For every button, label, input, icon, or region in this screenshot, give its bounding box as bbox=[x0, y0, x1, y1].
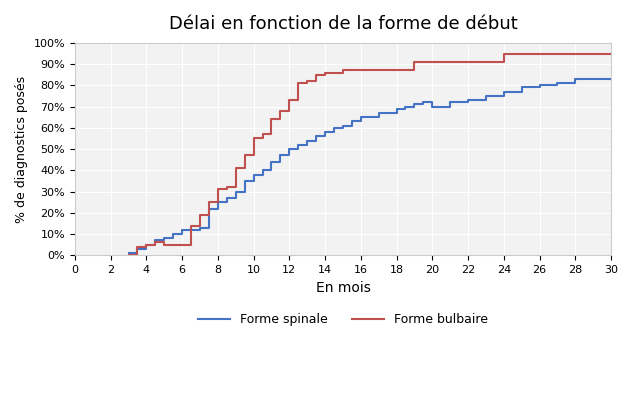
Forme bulbaire bbox=[160, 242, 168, 247]
Forme bulbaire bbox=[277, 109, 284, 113]
Forme spinale bbox=[151, 238, 159, 243]
Forme bulbaire bbox=[170, 242, 177, 247]
Forme bulbaire bbox=[223, 185, 230, 190]
Forme spinale bbox=[125, 251, 132, 255]
Forme spinale bbox=[259, 168, 266, 173]
Forme spinale bbox=[402, 104, 410, 109]
Forme bulbaire bbox=[250, 136, 258, 141]
Forme spinale bbox=[572, 77, 579, 81]
Forme spinale bbox=[322, 130, 329, 134]
Forme spinale bbox=[250, 172, 258, 177]
Forme spinale bbox=[277, 153, 284, 158]
Forme spinale bbox=[375, 111, 382, 115]
Forme spinale bbox=[179, 227, 186, 232]
Forme bulbaire bbox=[214, 187, 222, 192]
Forme spinale bbox=[518, 85, 525, 90]
Forme spinale bbox=[134, 247, 141, 251]
Forme bulbaire bbox=[607, 51, 615, 56]
Forme bulbaire bbox=[179, 242, 186, 247]
Forme spinale bbox=[285, 147, 293, 152]
Forme bulbaire bbox=[259, 132, 266, 136]
Forme spinale bbox=[500, 89, 508, 94]
Forme spinale bbox=[411, 102, 418, 107]
Title: Délai en fonction de la forme de début: Délai en fonction de la forme de début bbox=[168, 15, 517, 33]
Forme bulbaire bbox=[500, 51, 508, 56]
Line: Forme bulbaire: Forme bulbaire bbox=[128, 53, 611, 255]
X-axis label: En mois: En mois bbox=[315, 280, 370, 294]
Forme bulbaire bbox=[241, 153, 249, 158]
Forme spinale bbox=[554, 81, 561, 86]
Forme spinale bbox=[420, 100, 427, 105]
Forme bulbaire bbox=[196, 213, 204, 217]
Forme spinale bbox=[223, 196, 230, 200]
Forme bulbaire bbox=[330, 70, 338, 75]
Forme bulbaire bbox=[572, 51, 579, 56]
Forme bulbaire bbox=[205, 200, 213, 205]
Forme bulbaire bbox=[187, 223, 195, 228]
Forme bulbaire bbox=[322, 70, 329, 75]
Forme spinale bbox=[357, 115, 365, 120]
Forme bulbaire bbox=[411, 59, 418, 64]
Forme spinale bbox=[187, 227, 195, 232]
Forme spinale bbox=[348, 119, 356, 124]
Forme spinale bbox=[232, 189, 239, 194]
Forme spinale bbox=[536, 83, 543, 88]
Line: Forme spinale: Forme spinale bbox=[128, 79, 611, 253]
Forme bulbaire bbox=[464, 59, 472, 64]
Forme bulbaire bbox=[339, 68, 347, 73]
Forme spinale bbox=[294, 142, 302, 147]
Forme bulbaire bbox=[232, 166, 239, 170]
Forme bulbaire bbox=[125, 253, 132, 258]
Forme spinale bbox=[392, 106, 400, 111]
Forme bulbaire bbox=[429, 59, 436, 64]
Forme bulbaire bbox=[375, 68, 382, 73]
Forme bulbaire bbox=[482, 59, 490, 64]
Forme spinale bbox=[482, 94, 490, 99]
Forme spinale bbox=[464, 98, 472, 103]
Forme spinale bbox=[170, 231, 177, 236]
Forme bulbaire bbox=[142, 242, 150, 247]
Forme bulbaire bbox=[268, 117, 275, 122]
Forme bulbaire bbox=[294, 81, 302, 86]
Forme bulbaire bbox=[392, 68, 400, 73]
Y-axis label: % de diagnostics posés: % de diagnostics posés bbox=[15, 75, 28, 223]
Forme bulbaire bbox=[312, 72, 320, 77]
Forme bulbaire bbox=[285, 98, 293, 103]
Forme bulbaire bbox=[357, 68, 365, 73]
Forme spinale bbox=[339, 123, 347, 128]
Forme bulbaire bbox=[134, 244, 141, 249]
Forme spinale bbox=[312, 134, 320, 139]
Forme bulbaire bbox=[303, 79, 311, 83]
Forme spinale bbox=[268, 160, 275, 164]
Forme spinale bbox=[160, 236, 168, 241]
Forme spinale bbox=[589, 77, 597, 81]
Forme spinale bbox=[446, 100, 454, 105]
Forme spinale bbox=[607, 77, 615, 81]
Forme spinale bbox=[429, 104, 436, 109]
Forme spinale bbox=[142, 242, 150, 247]
Forme spinale bbox=[196, 225, 204, 230]
Forme spinale bbox=[303, 138, 311, 143]
Forme spinale bbox=[205, 206, 213, 211]
Forme spinale bbox=[241, 178, 249, 183]
Legend: Forme spinale, Forme bulbaire: Forme spinale, Forme bulbaire bbox=[193, 308, 492, 331]
Forme bulbaire bbox=[518, 51, 525, 56]
Forme bulbaire bbox=[589, 51, 597, 56]
Forme bulbaire bbox=[536, 51, 543, 56]
Forme spinale bbox=[214, 200, 222, 205]
Forme bulbaire bbox=[446, 59, 454, 64]
Forme spinale bbox=[330, 125, 338, 130]
Forme bulbaire bbox=[151, 240, 159, 245]
Forme bulbaire bbox=[554, 51, 561, 56]
